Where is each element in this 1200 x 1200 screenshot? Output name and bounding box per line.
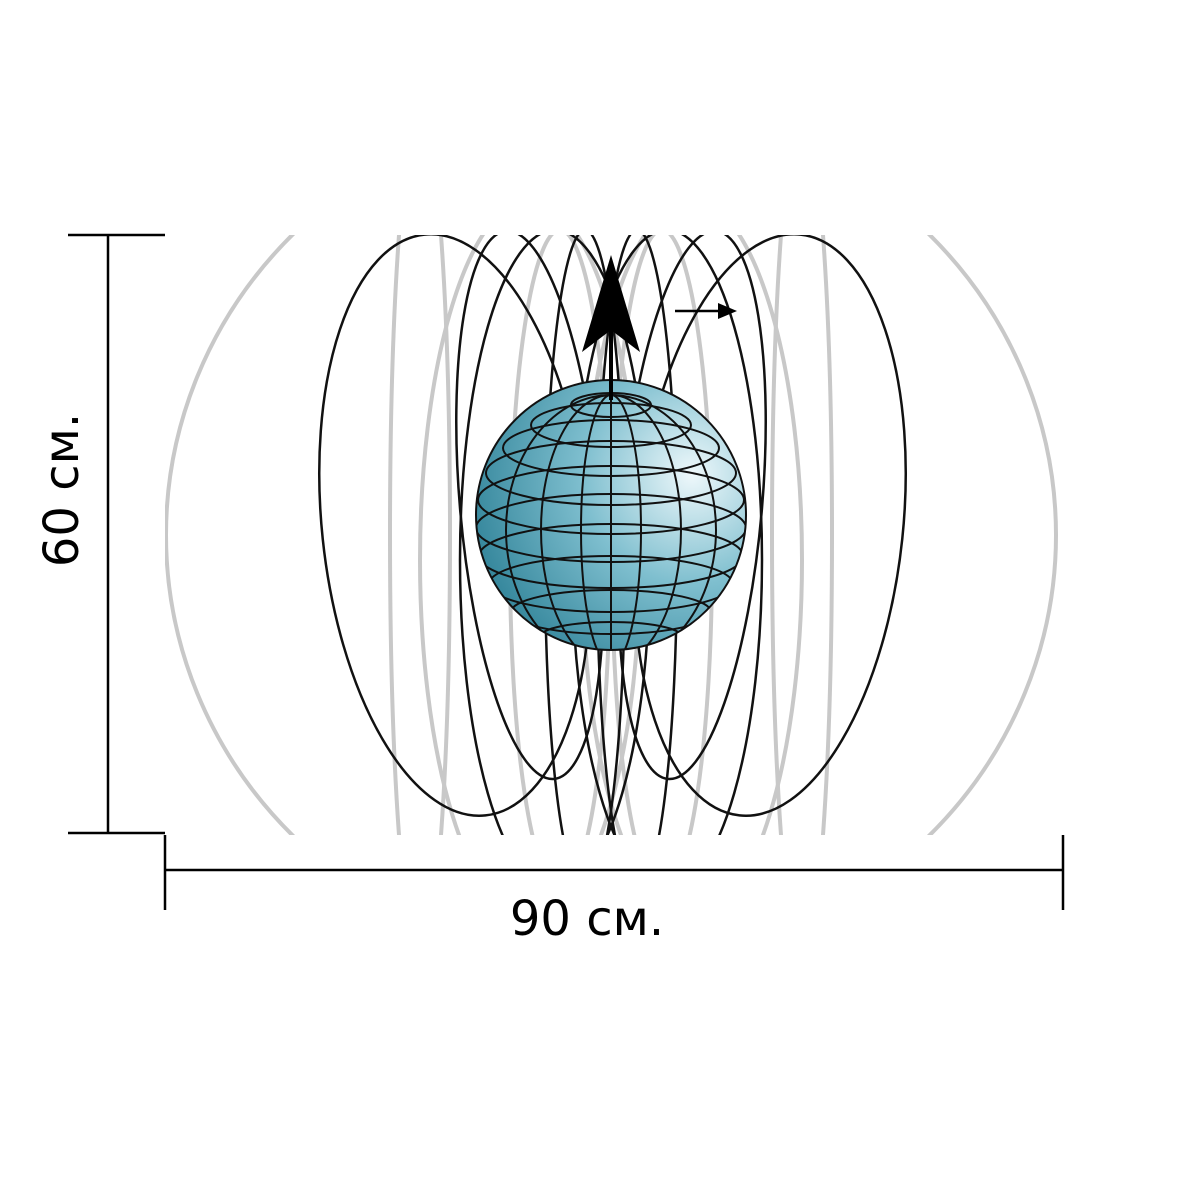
- width-label: 90 см.: [510, 891, 664, 947]
- illustration: [165, 235, 1058, 835]
- small-arrow: [675, 303, 737, 319]
- height-label: 60 см.: [34, 413, 90, 567]
- dimension-lines: [68, 233, 1065, 910]
- north-arrow: [582, 255, 640, 400]
